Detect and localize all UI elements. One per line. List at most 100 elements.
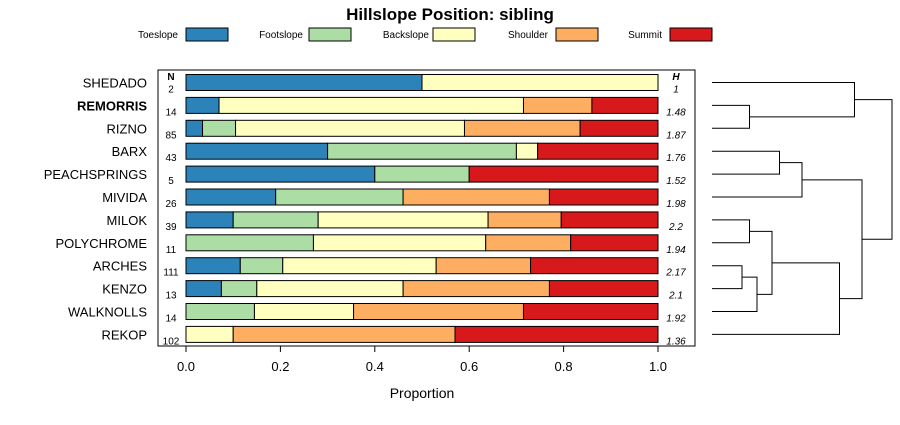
- bar-row-milok: [185, 211, 659, 229]
- bar-segment-toeslope: [185, 165, 376, 183]
- bar-segment-summit: [560, 211, 659, 229]
- legend-swatch-footslope: [308, 27, 352, 42]
- bar-segment-summit: [591, 96, 659, 114]
- x-tick-label: 0.2: [271, 359, 289, 374]
- h-value-arches: 2.17: [665, 268, 686, 279]
- row-label-mivida: MIVIDA: [102, 190, 147, 205]
- bars-layer: [185, 74, 659, 343]
- bar-row-walknolls: [185, 303, 659, 320]
- dendrogram-link: [802, 179, 863, 300]
- bar-segment-footslope: [202, 119, 237, 137]
- dendrogram-link: [712, 82, 855, 118]
- n-value-milok: 39: [165, 222, 177, 233]
- legend-swatch-toeslope: [185, 27, 229, 42]
- bar-segment-footslope: [185, 234, 314, 252]
- row-label-barx: BARX: [112, 144, 148, 159]
- legend: Toeslope Footslope Backslope Shoulder Summit: [138, 27, 713, 42]
- bar-segment-toeslope: [185, 96, 220, 114]
- bar-row-rekop: [185, 325, 659, 343]
- row-label-peachsprings: PEACHSPRINGS: [44, 167, 148, 182]
- row-label-kenzo: KENZO: [102, 282, 147, 297]
- h-value-milok: 2.2: [668, 222, 683, 233]
- bar-segment-summit: [537, 142, 659, 160]
- bar-row-kenzo: [185, 280, 659, 298]
- legend-label-toeslope: Toeslope: [138, 30, 178, 41]
- row-label-shedado: SHEDADO: [83, 76, 147, 91]
- legend-swatch-backslope: [432, 27, 476, 42]
- bar-segment-shoulder: [522, 96, 593, 114]
- bar-segment-footslope: [327, 142, 517, 160]
- bar-segment-footslope: [239, 257, 284, 275]
- row-label-polychrome: POLYCHROME: [56, 236, 148, 251]
- bar-row-polychrome: [185, 234, 659, 252]
- n-value-shedado: 2: [168, 85, 174, 96]
- h-value-polychrome: 1.94: [666, 245, 686, 256]
- x-tick-label: 0.6: [460, 359, 478, 374]
- bar-segment-summit: [570, 234, 659, 252]
- bar-segment-backslope: [317, 211, 489, 229]
- bar-segment-footslope: [275, 188, 404, 206]
- bar-segment-shoulder: [463, 119, 581, 137]
- bar-row-arches: [185, 257, 659, 275]
- bar-segment-summit: [454, 325, 659, 343]
- row-label-remorris: REMORRIS: [77, 98, 147, 113]
- legend-swatch-summit: [669, 27, 713, 42]
- legend-label-backslope: Backslope: [383, 30, 430, 41]
- bar-segment-shoulder: [435, 257, 532, 275]
- h-value-shedado: 1: [673, 85, 679, 96]
- bar-row-peachsprings: [185, 165, 659, 183]
- h-value-barx: 1.76: [666, 153, 686, 164]
- bar-segment-shoulder: [232, 325, 456, 343]
- dendrogram-link: [749, 230, 773, 295]
- n-value-kenzo: 13: [165, 291, 177, 302]
- bar-segment-backslope: [218, 96, 524, 114]
- bar-segment-shoulder: [402, 188, 550, 206]
- x-tick-label: 0.4: [366, 359, 384, 374]
- bar-segment-summit: [579, 119, 659, 137]
- bar-segment-footslope: [220, 280, 258, 298]
- bar-segment-footslope: [374, 165, 470, 183]
- n-value-peachsprings: 5: [168, 176, 174, 187]
- row-label-arches: ARCHES: [93, 259, 148, 274]
- bar-segment-toeslope: [185, 74, 423, 91]
- h-value-rizno: 1.87: [666, 130, 686, 141]
- dendrogram-link: [712, 265, 743, 290]
- bar-segment-shoulder: [487, 211, 562, 229]
- n-value-mivida: 26: [165, 199, 177, 210]
- bar-row-remorris: [185, 96, 659, 114]
- bar-segment-summit: [522, 303, 659, 320]
- bar-segment-backslope: [312, 234, 487, 252]
- bar-segment-summit: [530, 257, 659, 275]
- bar-segment-toeslope: [185, 142, 329, 160]
- dendrogram-link: [712, 262, 840, 335]
- x-tick-label: 1.0: [649, 359, 667, 374]
- dendrogram-link: [712, 150, 780, 175]
- bar-segment-summit: [468, 165, 659, 183]
- dendrogram: [712, 82, 893, 335]
- bar-segment-backslope: [515, 142, 539, 160]
- bar-segment-shoulder: [353, 303, 524, 320]
- bar-segment-toeslope: [185, 119, 204, 137]
- x-tick-label: 0.8: [555, 359, 573, 374]
- dendrogram-link: [712, 276, 758, 312]
- legend-label-footslope: Footslope: [259, 30, 303, 41]
- bar-segment-shoulder: [402, 280, 550, 298]
- dendrogram-link: [712, 219, 750, 244]
- bar-segment-shoulder: [485, 234, 572, 252]
- bar-segment-toeslope: [185, 211, 234, 229]
- n-value-remorris: 14: [165, 107, 177, 118]
- n-value-polychrome: 11: [166, 245, 177, 256]
- h-value-peachsprings: 1.52: [666, 176, 686, 187]
- x-axis-title: Proportion: [390, 385, 455, 401]
- n-value-rekop: 102: [163, 336, 180, 347]
- legend-label-shoulder: Shoulder: [508, 30, 549, 41]
- bar-segment-backslope: [185, 325, 234, 343]
- n-column-header: N: [167, 72, 174, 83]
- bar-segment-footslope: [185, 303, 255, 320]
- x-tick-label: 0.0: [177, 359, 195, 374]
- bar-segment-backslope: [253, 303, 355, 320]
- n-value-rizno: 85: [165, 130, 177, 141]
- n-value-walknolls: 14: [165, 314, 177, 325]
- bar-segment-backslope: [421, 74, 659, 91]
